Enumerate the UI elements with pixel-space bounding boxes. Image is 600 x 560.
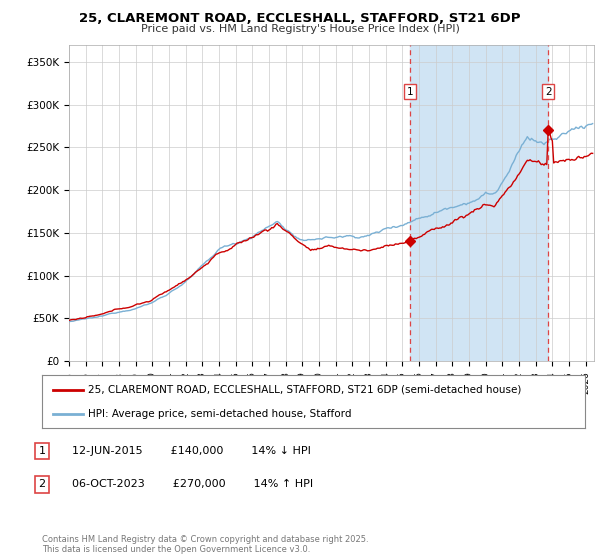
Text: HPI: Average price, semi-detached house, Stafford: HPI: Average price, semi-detached house,… xyxy=(88,409,352,419)
Text: Contains HM Land Registry data © Crown copyright and database right 2025.
This d: Contains HM Land Registry data © Crown c… xyxy=(42,535,368,554)
Bar xyxy=(410,45,548,361)
Text: 06-OCT-2023        £270,000        14% ↑ HPI: 06-OCT-2023 £270,000 14% ↑ HPI xyxy=(72,479,313,489)
Text: Price paid vs. HM Land Registry's House Price Index (HPI): Price paid vs. HM Land Registry's House … xyxy=(140,24,460,34)
Text: 25, CLAREMONT ROAD, ECCLESHALL, STAFFORD, ST21 6DP (semi-detached house): 25, CLAREMONT ROAD, ECCLESHALL, STAFFORD… xyxy=(88,385,521,395)
Text: 1: 1 xyxy=(38,446,46,456)
Text: 25, CLAREMONT ROAD, ECCLESHALL, STAFFORD, ST21 6DP: 25, CLAREMONT ROAD, ECCLESHALL, STAFFORD… xyxy=(79,12,521,25)
Text: 2: 2 xyxy=(38,479,46,489)
Text: 12-JUN-2015        £140,000        14% ↓ HPI: 12-JUN-2015 £140,000 14% ↓ HPI xyxy=(72,446,311,456)
Text: 1: 1 xyxy=(406,87,413,97)
Text: 2: 2 xyxy=(545,87,551,97)
